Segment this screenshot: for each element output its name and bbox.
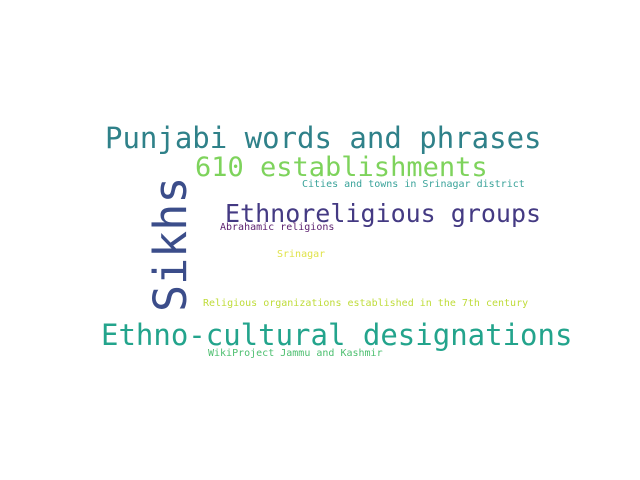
word-srinagar: Srinagar xyxy=(277,249,326,260)
word-ethno-cultural-designations: Ethno-cultural designations xyxy=(101,318,573,352)
word-ethnoreligious-groups: Ethnoreligious groups xyxy=(225,199,542,228)
word-religious-organizations-established-in-the-7th-century: Religious organizations established in t… xyxy=(203,298,529,309)
word-610-establishments: 610 establishments xyxy=(195,152,488,183)
word-sikhs: Sikhs xyxy=(144,176,197,312)
word-abrahamic-religions: Abrahamic religions xyxy=(220,222,335,233)
word-cities-and-towns-in-srinagar-district: Cities and towns in Srinagar district xyxy=(302,179,525,190)
word-wikiproject-jammu-and-kashmir: WikiProject Jammu and Kashmir xyxy=(208,348,383,359)
word-punjabi-words-and-phrases: Punjabi words and phrases xyxy=(105,121,542,155)
